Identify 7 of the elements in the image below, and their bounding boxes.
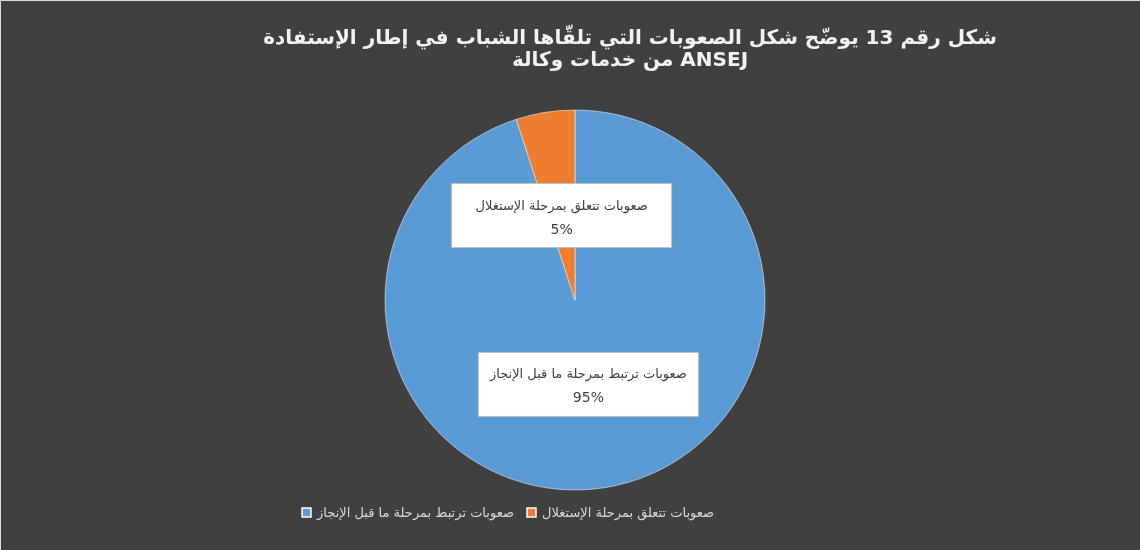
- data-label: 5%: [550, 220, 573, 237]
- legend-label: صعوبات تتعلق بمرحلة الإستغلال: [542, 504, 715, 521]
- data-label: 95%: [572, 389, 604, 406]
- text: شكل رقم 13 يوضّح شكل الصعوبات التي تلقّاها الشباب في إطار الإستفادة: [263, 25, 997, 49]
- legend-label: صعوبات ترتبط بمرحلة ما قبل الإنجاز: [316, 504, 514, 521]
- slice-label: صعوبات تتعلق بمرحلة الإستغلال: [475, 197, 648, 214]
- slice-label: صعوبات ترتبط بمرحلة ما قبل الإنجاز: [488, 366, 687, 383]
